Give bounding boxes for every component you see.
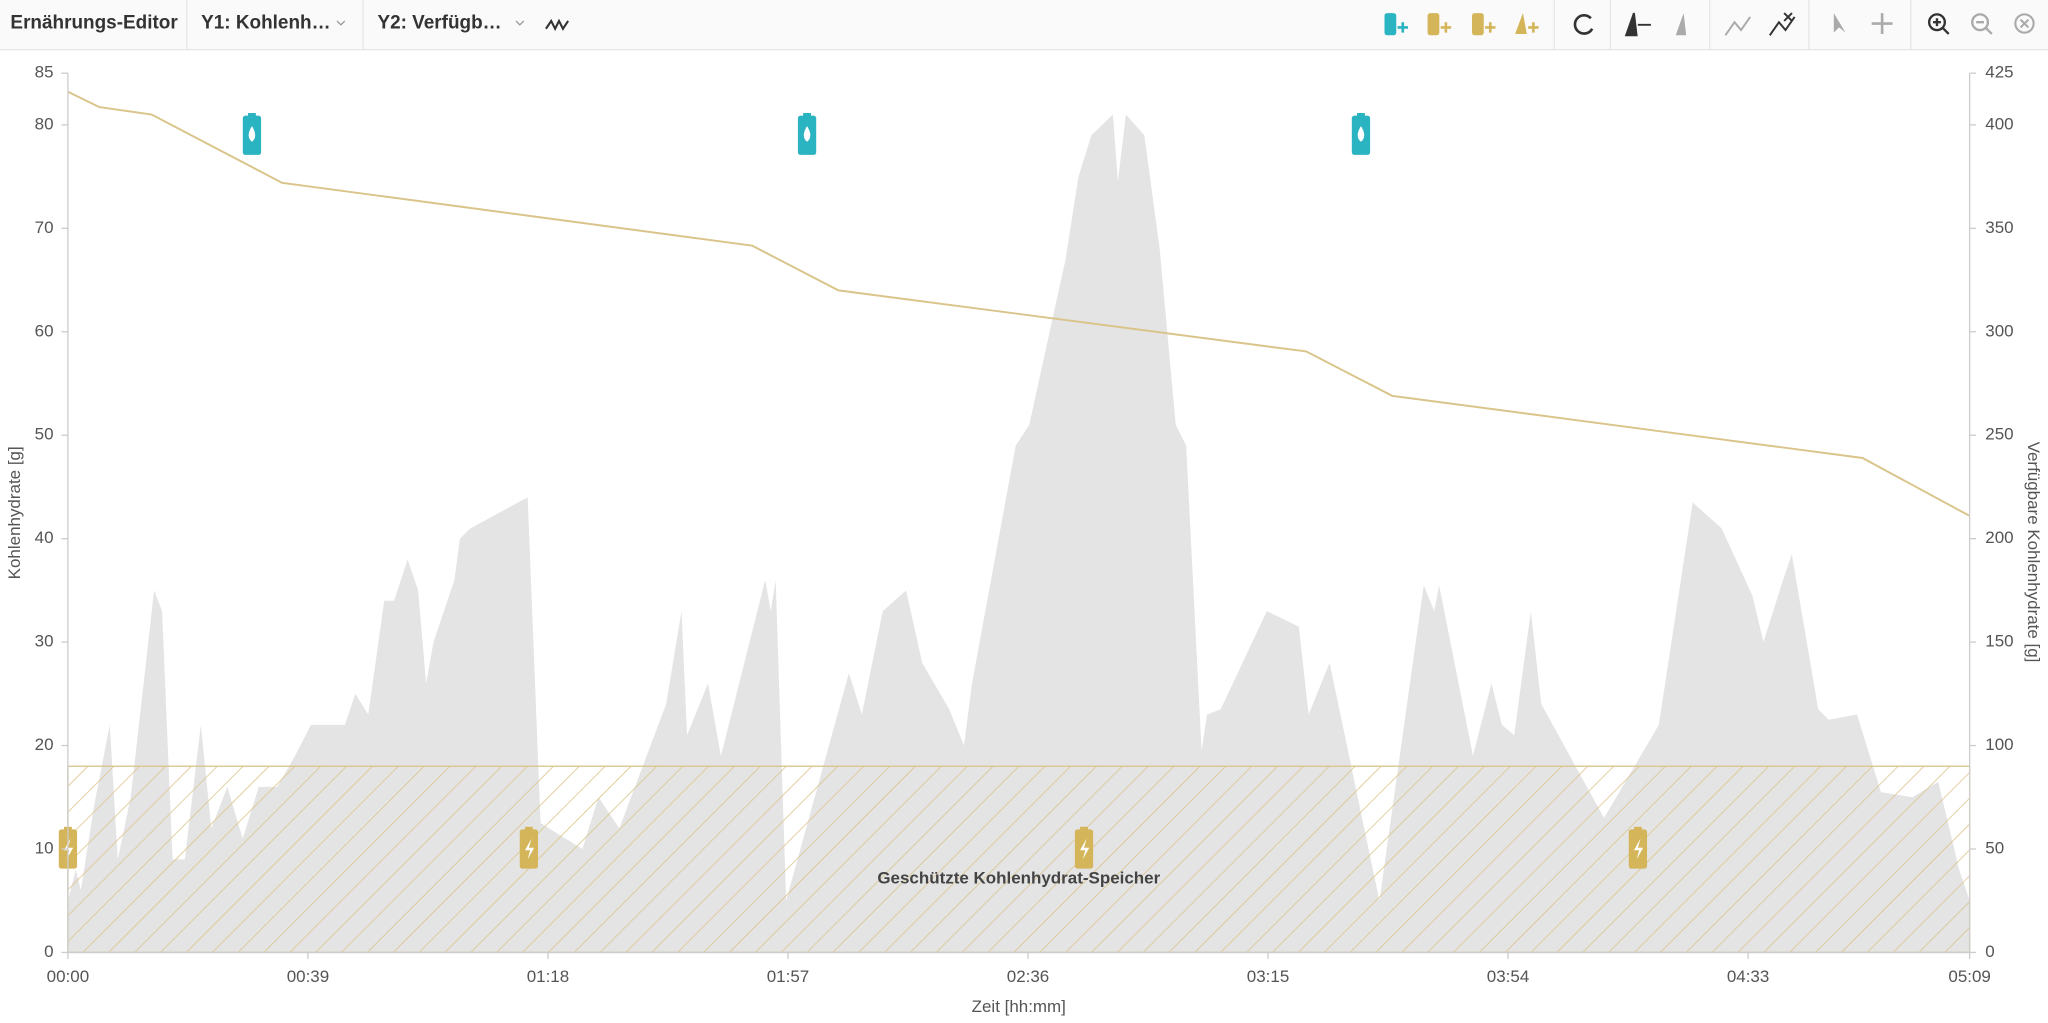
marker-symbol bbox=[524, 838, 535, 860]
chart: Geschützte Kohlenhydrat-Speicher 0 10 20 30 4… bbox=[5, 63, 2043, 1016]
x-tick-label: 00:39 bbox=[287, 967, 329, 986]
y-tick-label: 85 bbox=[35, 63, 54, 82]
y2-tick-label: 400 bbox=[1985, 114, 2013, 133]
y-tick-label: 80 bbox=[35, 114, 54, 133]
y-tick-label: 60 bbox=[35, 321, 54, 340]
tool-b[interactable] bbox=[1675, 13, 1687, 36]
marker-symbol bbox=[1633, 838, 1644, 860]
x-tick-label: 03:15 bbox=[1247, 967, 1289, 986]
band-label: Geschützte Kohlenhydrat-Speicher bbox=[877, 868, 1160, 887]
marker-icon bbox=[1074, 826, 1094, 869]
zoom-in[interactable] bbox=[1927, 13, 1950, 35]
marker-icon bbox=[519, 826, 539, 869]
carb-area bbox=[67, 114, 1970, 953]
x-tick-label: 05:09 bbox=[1948, 967, 1990, 986]
marker-cap bbox=[803, 113, 811, 117]
marker-symbol bbox=[803, 126, 811, 142]
y-tick-label: 70 bbox=[35, 218, 54, 237]
refresh[interactable] bbox=[1573, 14, 1594, 35]
y2-select[interactable]: Y2: Verfügb… bbox=[377, 13, 501, 34]
add-water[interactable] bbox=[1384, 13, 1408, 36]
x-tick-label: 02:36 bbox=[1007, 967, 1049, 986]
y2-tick-label: 200 bbox=[1985, 528, 2013, 547]
y-tick-label: 50 bbox=[35, 425, 54, 444]
y-axis-label: Kohlenhydrate [g] bbox=[5, 446, 24, 579]
protected-band-hatch bbox=[67, 765, 1971, 954]
tool-a[interactable] bbox=[1624, 12, 1651, 37]
y1-chevron[interactable] bbox=[336, 20, 346, 26]
y2-tick-label: 150 bbox=[1985, 632, 2013, 651]
marker-icon bbox=[797, 113, 817, 155]
y-tick-label: 40 bbox=[35, 528, 54, 547]
tool-d[interactable] bbox=[1768, 12, 1796, 36]
marker-icon bbox=[1628, 826, 1648, 869]
app-title: Ernährungs-Editor bbox=[10, 13, 178, 34]
marker-symbol bbox=[1357, 126, 1365, 142]
marker-icon bbox=[242, 113, 262, 155]
x-tick-label: 01:57 bbox=[767, 967, 809, 986]
marker-symbol bbox=[1080, 838, 1090, 860]
y2-tick-label: 300 bbox=[1985, 321, 2013, 340]
marker-cap bbox=[1080, 826, 1088, 831]
pan-tool[interactable] bbox=[1871, 13, 1893, 34]
y2-axis-label: Verfügbare Kohlenhydrate [g] bbox=[2024, 442, 2043, 663]
x-tick-label: 00:00 bbox=[47, 967, 89, 986]
smooth-icon[interactable] bbox=[545, 18, 570, 32]
marker-cap bbox=[524, 826, 533, 831]
marker-cap bbox=[248, 113, 256, 117]
y1-select[interactable]: Y1: Kohlenh… bbox=[201, 13, 330, 34]
marker-symbol bbox=[248, 126, 256, 142]
y2-chevron[interactable] bbox=[515, 20, 525, 26]
tool-c[interactable] bbox=[1724, 16, 1752, 36]
marker-cap bbox=[1357, 113, 1365, 117]
y2-tick-label: 350 bbox=[1985, 218, 2013, 237]
y-tick-label: 20 bbox=[35, 735, 54, 754]
y-tick-label: 0 bbox=[44, 942, 53, 961]
x-axis-label: Zeit [hh:mm] bbox=[972, 997, 1066, 1016]
add-gel[interactable] bbox=[1427, 13, 1452, 36]
x-tick-label: 01:18 bbox=[527, 967, 569, 986]
y2-tick-label: 50 bbox=[1985, 838, 2004, 857]
available-line bbox=[67, 90, 1971, 517]
y-tick-label: 30 bbox=[35, 632, 54, 651]
y2-tick-label: 100 bbox=[1985, 735, 2013, 754]
zoom-reset[interactable] bbox=[2014, 13, 2035, 34]
x-tick-label: 03:54 bbox=[1487, 967, 1529, 986]
x-tick-label: 04:33 bbox=[1727, 967, 1769, 986]
add-bar[interactable] bbox=[1472, 13, 1496, 36]
zoom-out[interactable] bbox=[1971, 13, 1993, 35]
marker-icon bbox=[1351, 113, 1371, 155]
y2-tick-label: 0 bbox=[1985, 942, 1994, 961]
y-tick-label: 10 bbox=[35, 838, 54, 857]
y2-tick-label: 425 bbox=[1985, 63, 2013, 82]
marker-cap bbox=[1633, 826, 1642, 831]
y2-tick-label: 250 bbox=[1985, 425, 2013, 444]
